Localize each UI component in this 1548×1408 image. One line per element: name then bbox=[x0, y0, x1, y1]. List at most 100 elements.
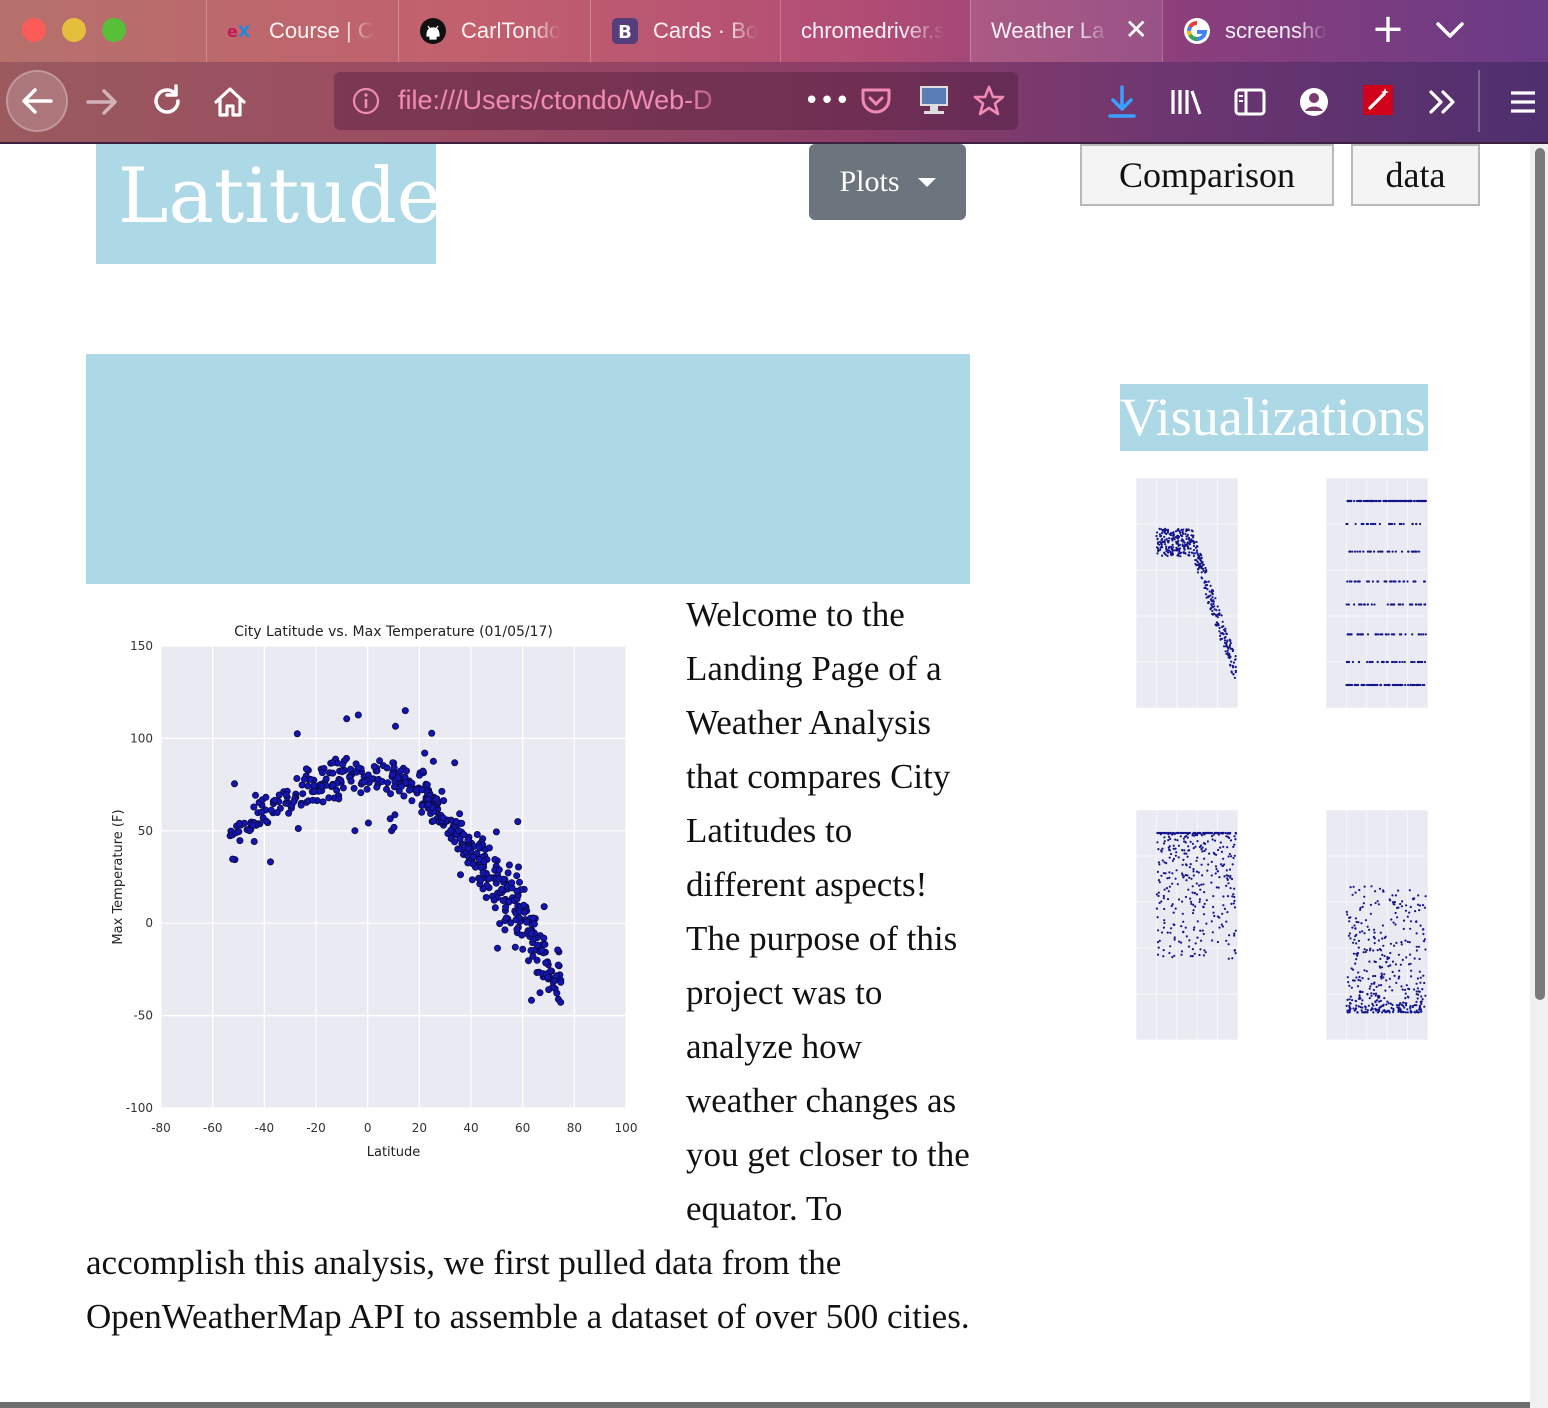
data-link[interactable]: data bbox=[1351, 144, 1480, 206]
thumb-data-point bbox=[1233, 906, 1237, 909]
thumb-data-point bbox=[1372, 975, 1375, 978]
reload-button[interactable] bbox=[148, 82, 186, 120]
thumb-data-point bbox=[1389, 499, 1392, 503]
vertical-scrollbar[interactable] bbox=[1530, 144, 1548, 1408]
thumb-data-point bbox=[1383, 954, 1386, 958]
account-button[interactable] bbox=[1296, 84, 1332, 120]
thumb-data-point bbox=[1194, 942, 1197, 945]
thumb-data-point bbox=[1388, 956, 1391, 960]
thumb-data-point bbox=[1386, 603, 1389, 606]
thumb-data-point bbox=[1378, 1000, 1381, 1003]
thumb-data-point bbox=[1205, 922, 1208, 925]
thumb-data-point bbox=[1231, 649, 1235, 652]
thumb-data-point bbox=[1193, 834, 1196, 837]
thumb-data-point bbox=[1210, 599, 1213, 602]
intro-text: Welcome to the Landing Page of a Weather… bbox=[86, 595, 970, 1336]
new-tab-button[interactable]: + bbox=[1371, 6, 1405, 52]
hamburger-menu-button[interactable] bbox=[1504, 84, 1542, 120]
thumb-data-point bbox=[1353, 938, 1356, 941]
thumb-data-point bbox=[1225, 645, 1229, 648]
bookmark-star-icon[interactable] bbox=[972, 84, 1006, 122]
minimize-window-button[interactable] bbox=[62, 18, 86, 42]
tab-list-chevron-icon[interactable] bbox=[1432, 14, 1468, 46]
sidebar-toggle-button[interactable] bbox=[1232, 84, 1268, 120]
page-actions-icon[interactable]: ••• bbox=[804, 86, 851, 116]
library-button[interactable] bbox=[1168, 84, 1204, 120]
thumb-data-point bbox=[1198, 562, 1201, 565]
thumb-data-point bbox=[1192, 541, 1196, 544]
thumb-data-point bbox=[1163, 919, 1166, 922]
thumb-data-point bbox=[1199, 559, 1202, 562]
comparison-link[interactable]: Comparison bbox=[1080, 144, 1334, 206]
thumb-data-point bbox=[1219, 841, 1222, 844]
thumb-cloudiness[interactable] bbox=[1310, 466, 1450, 746]
thumb-data-point bbox=[1208, 590, 1211, 593]
thumb-data-point bbox=[1175, 831, 1178, 835]
tab-chromedriver[interactable]: chromedriver.s bbox=[780, 0, 970, 62]
latitude-vs-max-temperature-plot[interactable]: -80 -60 -40 -20 0 20 40 60 80 100 150 100 50 0 -50 -100… bbox=[96, 606, 656, 1176]
visualizations-heading: Visualizations bbox=[1120, 384, 1428, 451]
thumb-data-point bbox=[1356, 1011, 1359, 1014]
thumb-data-point bbox=[1217, 886, 1220, 889]
thumb-data-point bbox=[1160, 542, 1163, 545]
thumb-data-point bbox=[1369, 949, 1372, 952]
thumb-data-point bbox=[1232, 902, 1235, 905]
thumb-data-point bbox=[1190, 540, 1193, 543]
thumb-data-point bbox=[1186, 535, 1189, 538]
data-point bbox=[504, 869, 512, 877]
thumb-data-point bbox=[1373, 931, 1376, 934]
data-point bbox=[454, 827, 462, 835]
thumb-data-point bbox=[1164, 543, 1167, 546]
plots-dropdown-button[interactable]: Plots bbox=[809, 144, 966, 220]
horizontal-scrollbar[interactable] bbox=[0, 1402, 1530, 1408]
data-point bbox=[482, 893, 490, 901]
forward-button[interactable] bbox=[84, 84, 120, 120]
thumb-data-point bbox=[1405, 1004, 1408, 1007]
thumb-data-point bbox=[1179, 531, 1182, 534]
thumb-max-temperature[interactable] bbox=[1120, 466, 1260, 746]
thumb-data-point bbox=[1352, 968, 1355, 971]
thumb-wind-speed[interactable] bbox=[1310, 798, 1450, 1078]
pocket-icon[interactable] bbox=[860, 86, 892, 120]
screen-share-icon[interactable] bbox=[918, 84, 950, 122]
thumb-data-point bbox=[1409, 920, 1413, 923]
thumb-data-point bbox=[1221, 620, 1224, 623]
thumb-data-point bbox=[1380, 972, 1383, 975]
thumb-data-point bbox=[1404, 1011, 1407, 1014]
overflow-menu-button[interactable] bbox=[1424, 84, 1460, 120]
tab-github[interactable]: CarlTondo bbox=[398, 0, 590, 62]
thumb-data-point bbox=[1179, 835, 1182, 838]
thumb-data-point bbox=[1218, 926, 1221, 929]
thumb-humidity[interactable] bbox=[1120, 798, 1260, 1078]
tab-google[interactable]: screensho bbox=[1162, 0, 1352, 62]
downloads-button[interactable] bbox=[1104, 82, 1140, 122]
thumb-data-point bbox=[1203, 949, 1206, 952]
thumb-data-point bbox=[1389, 580, 1392, 583]
data-point bbox=[351, 827, 359, 835]
thumb-data-point bbox=[1211, 596, 1214, 599]
thumb-data-point bbox=[1160, 528, 1163, 531]
thumb-data-point bbox=[1356, 633, 1359, 636]
home-button[interactable] bbox=[210, 82, 250, 122]
url-bar[interactable]: file:///Users/ctondo/Web-D ••• bbox=[334, 72, 1018, 130]
thumb-data-point bbox=[1393, 903, 1396, 906]
data-point bbox=[360, 778, 368, 786]
data-point bbox=[290, 798, 298, 806]
extension-button[interactable] bbox=[1360, 82, 1396, 118]
url-text[interactable]: file:///Users/ctondo/Web-D bbox=[398, 85, 713, 115]
close-tab-icon[interactable]: ✕ bbox=[1124, 14, 1148, 45]
close-window-button[interactable] bbox=[22, 18, 46, 42]
thumb-data-point bbox=[1232, 673, 1235, 676]
thumb-data-point bbox=[1174, 536, 1177, 539]
thumb-data-point bbox=[1374, 974, 1377, 978]
tab-weather-active[interactable]: Weather La ✕ bbox=[970, 0, 1162, 62]
thumb-data-point bbox=[1219, 863, 1223, 866]
scrollbar-thumb[interactable] bbox=[1535, 148, 1545, 1000]
back-button[interactable] bbox=[6, 70, 68, 132]
page-info-icon[interactable] bbox=[352, 87, 380, 119]
thumb-data-point bbox=[1351, 979, 1355, 982]
brand-title[interactable]: Latitude bbox=[96, 144, 442, 264]
maximize-window-button[interactable] bbox=[102, 18, 126, 42]
tab-bootstrap-cards[interactable]: B Cards · Bo bbox=[590, 0, 780, 62]
